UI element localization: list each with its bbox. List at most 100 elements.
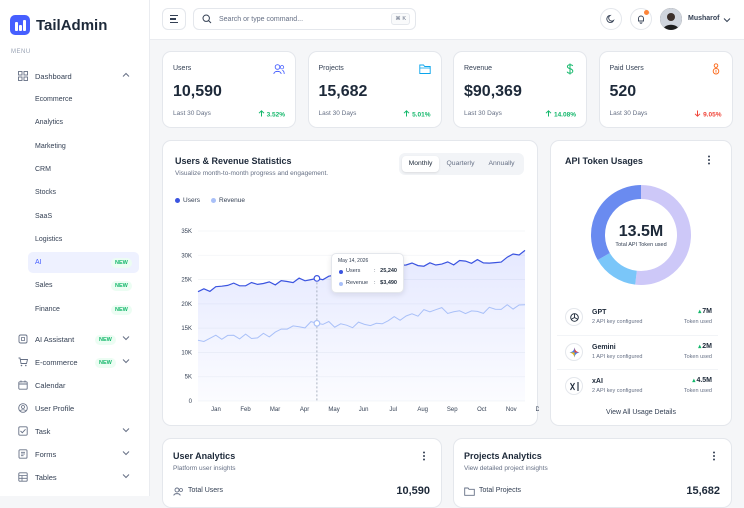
stat-value: 10,590 xyxy=(173,83,222,100)
arrow-down-icon xyxy=(694,110,701,117)
legend-users-label: Users xyxy=(183,197,200,204)
x-tick-label: Mar xyxy=(270,407,280,413)
stat-change-value: 14.08% xyxy=(553,111,576,119)
menu-toggle-button[interactable] xyxy=(162,8,186,30)
series-revenue-line[interactable] xyxy=(197,304,526,343)
stat-value: 520 xyxy=(609,83,637,100)
model-token-label: Token used xyxy=(683,354,712,360)
x-tick-label: May xyxy=(328,407,339,413)
grid-icon xyxy=(18,71,28,81)
user-analytics-subtitle: Platform user insights xyxy=(173,465,236,472)
x-tick-label: Jun xyxy=(359,407,369,413)
sidebar-item-e-commerce[interactable]: E-commerce NEW xyxy=(0,351,150,373)
y-tick-label: 15K xyxy=(181,326,192,332)
paid-user-icon xyxy=(712,63,719,75)
logo[interactable]: TailAdmin xyxy=(10,15,107,35)
legend-revenue: Revenue xyxy=(211,197,245,204)
model-configured: 2 API key configured xyxy=(592,319,643,325)
new-badge: NEW xyxy=(111,258,132,269)
search-input[interactable]: Search or type command... ⌘ K xyxy=(193,8,416,30)
tooltip-revenue-label: Revenue xyxy=(346,280,369,286)
notification-dot xyxy=(644,10,649,15)
cart-icon xyxy=(18,357,28,367)
api-donut-chart[interactable] xyxy=(589,183,693,287)
bell-icon xyxy=(638,15,644,24)
sidebar-subitem-ai[interactable]: AI NEW xyxy=(28,252,139,274)
users-revenue-chart[interactable]: 0 5K 10K 15K 20K 25K 30K 35K Jan Feb Mar Apr May Jun J… xyxy=(163,221,539,421)
sidebar-item-label: Dashboard xyxy=(35,71,72,81)
sidebar-item-label: User Profile xyxy=(35,403,75,413)
donut-slice-gpt[interactable] xyxy=(635,185,691,285)
stat-change: 14.08% xyxy=(545,110,576,119)
stat-card-paid-users: Paid Users 520 Last 30 Days 9.05% xyxy=(598,51,733,128)
chevron-down-icon[interactable] xyxy=(723,16,731,24)
projects-analytics-title: Projects Analytics xyxy=(464,451,542,461)
tab-quarterly[interactable]: Quarterly xyxy=(446,160,475,167)
more-options-icon[interactable] xyxy=(707,155,711,165)
user-name[interactable]: Musharof xyxy=(688,15,720,22)
sidebar-item-tables[interactable]: Tables xyxy=(0,466,150,488)
tab-annually[interactable]: Annually xyxy=(488,160,515,167)
sidebar-subitem-marketing[interactable]: Marketing xyxy=(28,136,139,157)
donut-slice-xai[interactable] xyxy=(591,185,642,260)
arrow-up-icon: ▴ xyxy=(698,309,702,315)
view-all-usage-link[interactable]: View All Usage Details xyxy=(606,409,676,416)
api-model-row-gemini[interactable]: Gemini 1 API key configured ▴2M Token used xyxy=(557,335,718,367)
search-placeholder: Search or type command... xyxy=(219,15,304,23)
sidebar-subitem-label: Stocks xyxy=(35,189,57,197)
forms-icon xyxy=(18,449,28,459)
chevron-down-icon xyxy=(122,472,130,482)
donut-slice-gemini[interactable] xyxy=(597,252,638,285)
more-options-icon[interactable] xyxy=(712,451,716,461)
sidebar-subitem-finance[interactable]: Finance NEW xyxy=(28,299,139,320)
user-circle-icon xyxy=(18,403,28,413)
hover-point-revenue[interactable] xyxy=(313,319,321,327)
api-model-row-gpt[interactable]: GPT 2 API key configured ▴7M Token used xyxy=(557,301,718,333)
avatar[interactable] xyxy=(660,8,682,30)
sidebar-subitem-logistics[interactable]: Logistics xyxy=(28,229,139,250)
sidebar-subitem-saas[interactable]: SaaS xyxy=(28,206,139,227)
model-configured: 1 API key configured xyxy=(592,354,643,360)
stat-label: Projects xyxy=(318,65,344,72)
stat-card-revenue: Revenue $90,369 Last 30 Days 14.08% xyxy=(453,51,587,128)
logo-mark-icon xyxy=(10,15,30,35)
tab-monthly[interactable]: Monthly xyxy=(402,156,439,172)
api-model-row-xai[interactable]: xAI 2 API key configured ▴4.5M Token used xyxy=(557,369,718,401)
user-analytics-title: User Analytics xyxy=(173,451,236,461)
stat-card-projects: Projects 15,682 Last 30 Days 5.01% xyxy=(307,51,442,128)
sidebar-item-forms[interactable]: Forms xyxy=(0,443,150,465)
sidebar-item-label: E-commerce xyxy=(35,357,78,367)
projects-analytics-card: Projects Analytics View detailed project… xyxy=(453,438,732,508)
stat-change-value: 5.01% xyxy=(412,111,431,119)
sidebar-item-task[interactable]: Task xyxy=(0,420,150,442)
x-tick-label: Jan xyxy=(211,407,221,413)
sidebar-item-user-profile[interactable]: User Profile xyxy=(0,397,150,419)
sidebar-subitem-crm[interactable]: CRM xyxy=(28,159,139,180)
x-tick-label: Aug xyxy=(417,407,428,413)
new-badge: NEW xyxy=(111,281,132,292)
total-users-value: 10,590 xyxy=(396,485,430,497)
stat-period: Last 30 Days xyxy=(173,110,211,117)
sidebar-item-label: Forms xyxy=(35,449,57,459)
hover-point-users[interactable] xyxy=(313,275,321,282)
theme-toggle-button[interactable] xyxy=(600,8,622,30)
notifications-button[interactable] xyxy=(630,8,652,30)
sidebar-subitem-sales[interactable]: Sales NEW xyxy=(28,275,139,296)
topbar: Search or type command... ⌘ K Musharof xyxy=(150,0,744,40)
more-options-icon[interactable] xyxy=(422,451,426,461)
sidebar-subitem-analytics[interactable]: Analytics xyxy=(28,112,139,133)
stat-change-value: 3.52% xyxy=(266,111,285,119)
moon-icon xyxy=(606,14,615,23)
sidebar-subitem-ecommerce[interactable]: Ecommerce xyxy=(28,89,139,110)
api-total-value: 13.5M xyxy=(618,223,664,240)
sidebar-item-calendar[interactable]: Calendar xyxy=(0,374,150,396)
sidebar-item-ai-assistant[interactable]: AI Assistant NEW xyxy=(0,328,150,350)
sidebar-item-dashboard[interactable]: Dashboard xyxy=(0,65,150,87)
model-token-value: ▴2M xyxy=(698,343,712,350)
sidebar-subitem-stocks[interactable]: Stocks xyxy=(28,182,139,203)
model-name: GPT xyxy=(592,309,607,316)
stat-card-users: Users 10,590 Last 30 Days 3.52% xyxy=(162,51,296,128)
period-tabs: Monthly Quarterly Annually xyxy=(399,153,524,175)
x-tick-label: Feb xyxy=(240,407,251,413)
chevron-down-icon xyxy=(122,357,130,367)
